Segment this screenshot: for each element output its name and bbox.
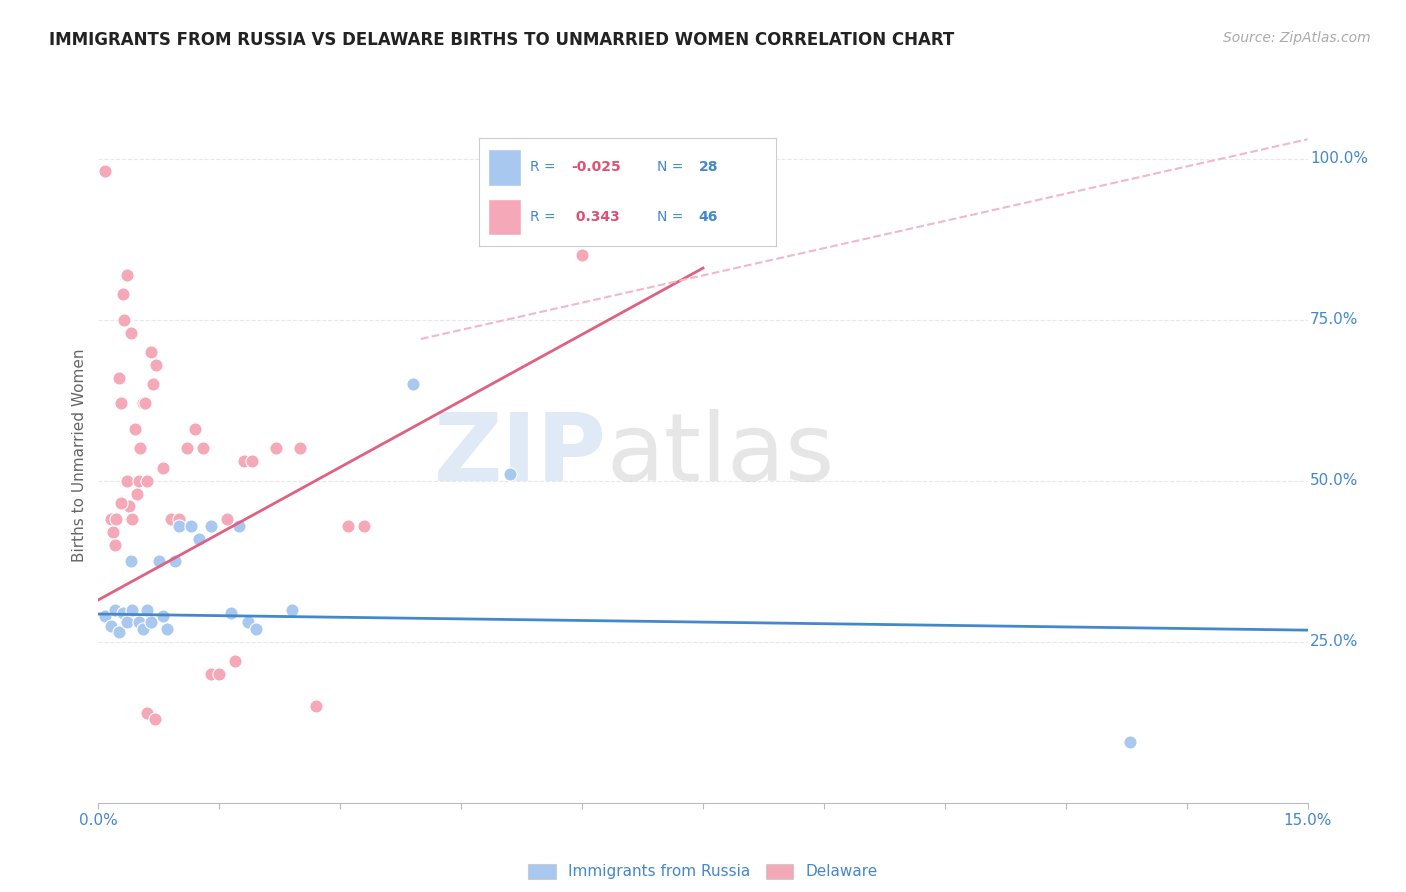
Point: [115, 474, 138, 488]
Point: [224, 654, 246, 668]
Point: [148, 554, 170, 568]
Point: [135, 706, 157, 720]
Point: [337, 518, 360, 533]
Point: [353, 518, 375, 533]
Point: [232, 454, 254, 468]
Point: [124, 422, 146, 436]
Point: [120, 326, 142, 340]
Point: [121, 512, 143, 526]
Point: [139, 615, 162, 630]
Point: [571, 248, 593, 262]
Point: [127, 486, 149, 500]
Point: [129, 442, 152, 456]
Point: [139, 344, 162, 359]
Point: [281, 602, 304, 616]
Point: [167, 512, 190, 526]
Point: [143, 712, 166, 726]
Point: [110, 496, 132, 510]
Bar: [488, 149, 520, 186]
Text: IMMIGRANTS FROM RUSSIA VS DELAWARE BIRTHS TO UNMARRIED WOMEN CORRELATION CHART: IMMIGRANTS FROM RUSSIA VS DELAWARE BIRTH…: [49, 31, 955, 49]
Text: N =: N =: [657, 211, 688, 224]
Point: [94, 609, 117, 624]
Point: [121, 602, 143, 616]
Y-axis label: Births to Unmarried Women: Births to Unmarried Women: [72, 348, 87, 562]
Point: [245, 622, 267, 636]
Point: [152, 609, 174, 624]
Point: [200, 518, 222, 533]
Point: [105, 512, 128, 526]
Point: [221, 606, 243, 620]
Point: [142, 377, 165, 392]
Point: [180, 518, 202, 533]
Point: [167, 518, 190, 533]
Point: [132, 396, 155, 410]
Text: 100.0%: 100.0%: [1310, 151, 1368, 166]
Point: [132, 622, 155, 636]
Point: [240, 454, 263, 468]
Point: [264, 442, 287, 456]
Bar: [488, 199, 520, 235]
Point: [200, 667, 222, 681]
Text: 46: 46: [699, 211, 718, 224]
Point: [236, 615, 259, 630]
Point: [135, 602, 157, 616]
Point: [134, 396, 156, 410]
Point: [288, 442, 311, 456]
Point: [100, 512, 122, 526]
Point: [101, 525, 124, 540]
Point: [152, 460, 174, 475]
Text: N =: N =: [657, 161, 688, 175]
Text: ZIP: ZIP: [433, 409, 606, 501]
Point: [103, 602, 125, 616]
Point: [305, 699, 328, 714]
Point: [184, 422, 207, 436]
Point: [160, 512, 183, 526]
Point: [110, 396, 132, 410]
Point: [94, 164, 117, 178]
Point: [128, 615, 150, 630]
Point: [111, 286, 134, 301]
Text: R =: R =: [530, 161, 560, 175]
Text: R =: R =: [530, 211, 560, 224]
Point: [176, 442, 198, 456]
Point: [135, 474, 157, 488]
Text: atlas: atlas: [606, 409, 835, 501]
Text: Source: ZipAtlas.com: Source: ZipAtlas.com: [1223, 31, 1371, 45]
Point: [120, 512, 142, 526]
Point: [112, 312, 135, 326]
Point: [103, 538, 125, 552]
Point: [402, 377, 425, 392]
Point: [163, 554, 186, 568]
Text: 75.0%: 75.0%: [1310, 312, 1358, 327]
Point: [118, 500, 141, 514]
Point: [208, 667, 231, 681]
Point: [128, 474, 150, 488]
Point: [145, 358, 167, 372]
Point: [156, 622, 179, 636]
Text: -0.025: -0.025: [571, 161, 621, 175]
Point: [115, 268, 138, 282]
Text: 50.0%: 50.0%: [1310, 473, 1358, 488]
Point: [498, 467, 520, 482]
Point: [217, 512, 239, 526]
Point: [228, 518, 250, 533]
Point: [111, 606, 134, 620]
Point: [100, 618, 122, 632]
Text: 25.0%: 25.0%: [1310, 634, 1358, 649]
Text: 0.343: 0.343: [571, 211, 620, 224]
Point: [120, 554, 142, 568]
Text: 28: 28: [699, 161, 718, 175]
Point: [107, 625, 129, 640]
Point: [1119, 734, 1142, 748]
Point: [193, 442, 215, 456]
Point: [188, 532, 211, 546]
Point: [115, 615, 138, 630]
Point: [107, 370, 129, 384]
Legend: Immigrants from Russia, Delaware: Immigrants from Russia, Delaware: [522, 857, 884, 886]
